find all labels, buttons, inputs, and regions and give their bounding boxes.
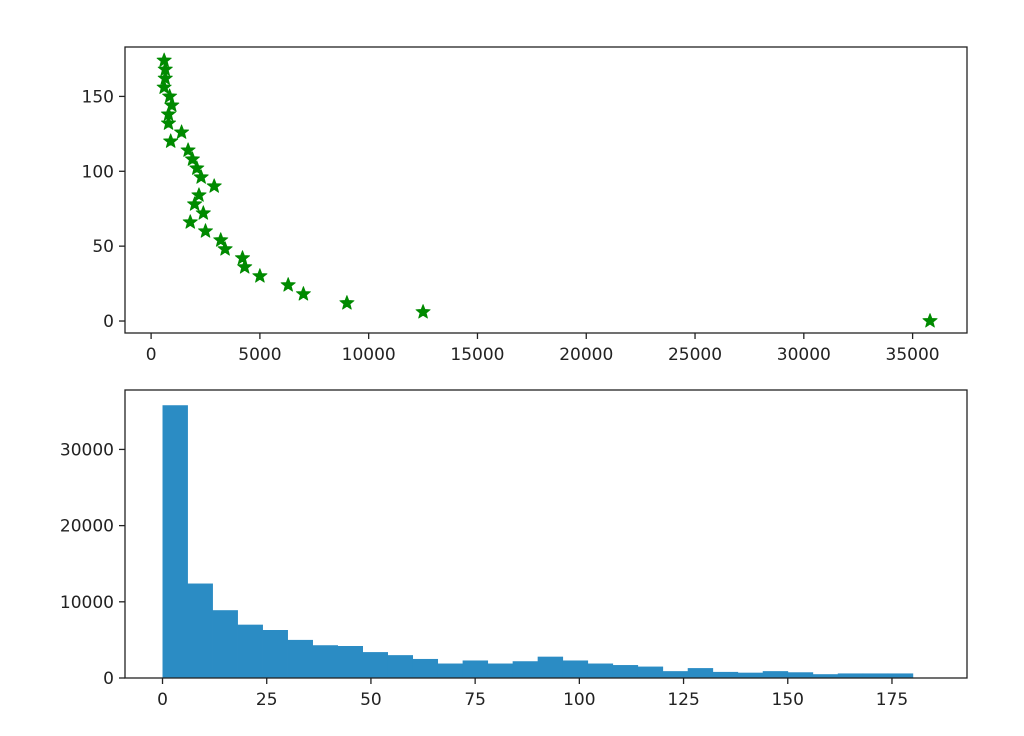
histogram-bar — [687, 668, 714, 678]
histogram-bar — [437, 663, 464, 678]
histogram-bar — [187, 583, 213, 678]
histogram-x-tick-label: 150 — [772, 690, 804, 710]
histogram-bar — [237, 624, 263, 678]
histogram-bar — [462, 660, 489, 678]
scatter-point — [174, 124, 190, 139]
histogram-bar — [537, 656, 564, 678]
scatter-x-tick-label: 15000 — [450, 345, 504, 365]
scatter-y-tick-label: 50 — [92, 237, 114, 257]
scatter-x-tick-label: 30000 — [777, 345, 831, 365]
histogram-bar — [512, 661, 539, 678]
scatter-point — [339, 295, 355, 310]
histogram-x-tick-label: 25 — [256, 690, 278, 710]
histogram-bar — [812, 674, 839, 678]
histogram-y-tick-label: 10000 — [60, 593, 114, 613]
histogram-bar — [662, 671, 689, 678]
histogram-bar — [212, 610, 238, 678]
scatter-point — [163, 133, 179, 148]
histogram-bar — [737, 672, 764, 678]
histogram-bar — [612, 665, 639, 678]
scatter-x-tick-label: 0 — [146, 345, 157, 365]
scatter-y-tick-label: 0 — [103, 312, 114, 332]
scatter-point — [157, 70, 173, 85]
scatter-point — [182, 214, 198, 229]
scatter-x-tick-label: 10000 — [342, 345, 396, 365]
histogram-bar — [562, 660, 589, 678]
scatter-point — [160, 106, 177, 121]
histogram-x-tick-label: 0 — [157, 690, 168, 710]
scatter-x-tick-label: 20000 — [559, 345, 613, 365]
histogram-bar — [712, 671, 739, 678]
histogram-bar — [162, 405, 188, 678]
scatter-point — [180, 142, 196, 157]
scatter-point — [162, 88, 178, 103]
scatter-point — [295, 286, 311, 301]
histogram-bar — [887, 673, 914, 678]
scatter-point — [160, 115, 177, 130]
scatter-point — [184, 151, 200, 166]
scatter-chart: 0 5000 10000 15000 20000 25000 30000 35000 0 50 10… — [82, 46, 968, 365]
scatter-y-tick-label: 100 — [82, 162, 114, 182]
scatter-point — [195, 205, 211, 220]
scatter-point — [191, 187, 207, 202]
histogram-bar — [337, 646, 363, 678]
histogram-x-tick-label: 175 — [876, 690, 908, 710]
scatter-point — [252, 268, 268, 283]
scatter-x-tick-label: 5000 — [238, 345, 281, 365]
scatter-point — [922, 313, 938, 328]
histogram-y-tick-label: 0 — [103, 669, 114, 689]
histogram-bar — [412, 658, 439, 678]
scatter-point — [156, 79, 172, 94]
scatter-point — [197, 223, 214, 238]
scatter-point — [213, 232, 229, 247]
scatter-x-tick-label: 25000 — [668, 345, 722, 365]
histogram-bar — [837, 673, 864, 678]
histogram-y-tick-label: 30000 — [60, 440, 114, 460]
histogram-axes-frame — [124, 389, 968, 679]
histogram-y-tick-label: 20000 — [60, 517, 114, 537]
scatter-point — [157, 61, 173, 76]
histogram-bar — [387, 655, 414, 678]
histogram-bar — [262, 630, 288, 678]
scatter-x-tick-label: 35000 — [886, 345, 940, 365]
histogram-x-tick-label: 125 — [667, 690, 699, 710]
histogram-bar — [762, 671, 789, 678]
scatter-point — [234, 250, 251, 265]
histogram-x-tick-label: 75 — [464, 690, 486, 710]
scatter-point — [280, 277, 296, 292]
histogram-bar — [862, 673, 889, 678]
histogram-bar — [362, 652, 389, 678]
histogram-bar — [287, 639, 313, 678]
scatter-point — [217, 241, 233, 256]
scatter-point — [237, 259, 253, 274]
histogram-bar — [637, 666, 664, 678]
scatter-point — [206, 178, 222, 193]
histogram-bar — [587, 663, 614, 678]
scatter-axes-frame — [124, 46, 968, 334]
scatter-point — [415, 304, 431, 319]
histogram-x-tick-label: 50 — [360, 690, 382, 710]
scatter-point — [187, 196, 203, 211]
scatter-point — [193, 169, 209, 184]
histogram-bar — [487, 663, 514, 678]
histogram-bar — [312, 645, 338, 678]
histogram-x-tick-label: 100 — [563, 690, 595, 710]
scatter-point — [156, 52, 172, 67]
scatter-point — [189, 160, 205, 175]
scatter-y-tick-label: 150 — [82, 87, 114, 107]
histogram-bar — [787, 672, 814, 678]
scatter-point — [164, 97, 180, 112]
histogram-chart: 0 25 50 75 100 125 150 175 0 10000 20000 30000 — [60, 389, 968, 710]
scatter-plot-area — [125, 47, 967, 333]
